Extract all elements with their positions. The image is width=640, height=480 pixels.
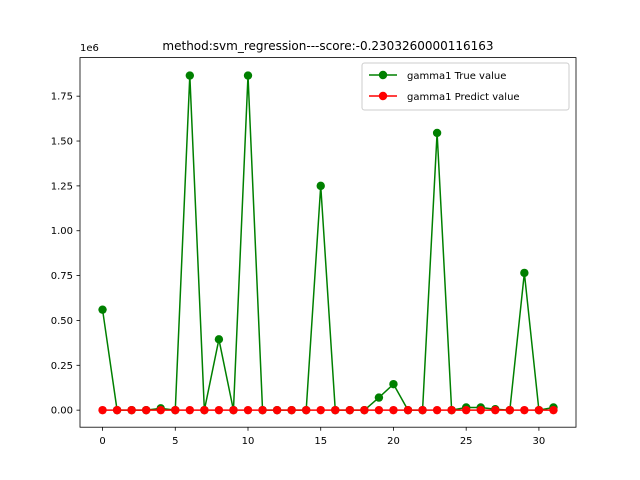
data-point-series-2 — [229, 405, 238, 415]
data-point-series-2 — [447, 405, 456, 415]
data-point-series-2 — [272, 405, 282, 415]
data-point-series-2 — [243, 405, 253, 415]
data-point-series-2 — [141, 405, 151, 415]
data-point-series-1 — [243, 71, 253, 80]
x-tick-label: 25 — [460, 436, 473, 447]
y-tick-label: 0.25 — [51, 361, 73, 372]
data-point-series-1 — [185, 71, 195, 80]
chart-title: method:svm_regression---score:-0.2303260… — [162, 39, 493, 53]
data-point-series-2 — [520, 405, 529, 415]
x-tick-label: 15 — [314, 436, 327, 447]
data-point-series-2 — [301, 405, 311, 415]
data-point-series-2 — [112, 405, 122, 415]
data-point-series-2 — [200, 405, 209, 415]
x-tick-label: 30 — [533, 436, 546, 447]
data-point-series-2 — [476, 405, 485, 415]
data-point-series-2 — [389, 405, 398, 415]
legend-label-1: gamma1 True value — [407, 71, 506, 82]
data-point-series-2 — [360, 405, 369, 415]
data-point-series-2 — [127, 405, 136, 415]
legend-marker-2 — [378, 91, 388, 101]
x-axis: 0 5 10 15 20 25 30 — [99, 427, 545, 447]
data-point-series-1 — [520, 268, 529, 278]
x-tick-label: 20 — [387, 436, 400, 447]
data-point-series-1 — [432, 128, 442, 138]
y-tick-label: 1.50 — [51, 137, 73, 148]
legend-label-2: gamma1 Predict value — [407, 92, 520, 103]
data-point-series-1 — [389, 379, 398, 389]
data-point-series-2 — [316, 405, 325, 415]
legend: gamma1 True value gamma1 Predict value — [361, 62, 570, 111]
data-point-series-2 — [432, 405, 442, 415]
data-point-series-2 — [171, 405, 180, 415]
data-point-series-2 — [461, 405, 471, 415]
legend-box — [361, 62, 570, 111]
data-point-series-2 — [287, 405, 296, 415]
y-tick-label: 1.75 — [51, 92, 73, 103]
y-tick-label: 0.50 — [51, 316, 73, 327]
x-tick-label: 10 — [242, 436, 255, 447]
data-point-series-2 — [505, 405, 515, 415]
data-point-series-2 — [98, 405, 107, 415]
data-point-series-2 — [491, 405, 500, 415]
data-point-series-2 — [374, 405, 384, 415]
x-tick-label: 0 — [99, 436, 105, 447]
data-point-series-1 — [98, 305, 107, 314]
data-point-series-2 — [214, 405, 224, 415]
y-axis-scale-label: 1e6 — [80, 43, 99, 54]
y-tick-label: 1.00 — [51, 226, 73, 237]
legend-marker-1 — [378, 70, 388, 80]
y-tick-label: 0.00 — [51, 406, 73, 417]
data-point-series-1 — [374, 393, 384, 402]
data-point-series-1 — [316, 181, 325, 191]
y-tick-label: 0.75 — [51, 271, 73, 282]
data-point-series-2 — [185, 405, 195, 415]
data-point-series-1 — [214, 335, 224, 344]
data-point-series-2 — [418, 405, 427, 415]
axes-frame — [79, 57, 577, 428]
x-tick-label: 5 — [172, 436, 178, 447]
plot-area — [98, 71, 558, 415]
data-point-series-2 — [345, 405, 355, 415]
y-tick-label: 1.25 — [51, 181, 73, 192]
data-point-series-2 — [331, 405, 340, 415]
y-axis: 0.00 0.25 0.50 0.75 1.00 1.25 1.50 1.75 — [51, 92, 80, 417]
data-point-series-2 — [534, 405, 544, 415]
data-point-series-2 — [403, 405, 413, 415]
data-point-series-2 — [258, 405, 267, 415]
data-point-series-2 — [549, 405, 558, 415]
data-point-series-2 — [156, 405, 165, 415]
